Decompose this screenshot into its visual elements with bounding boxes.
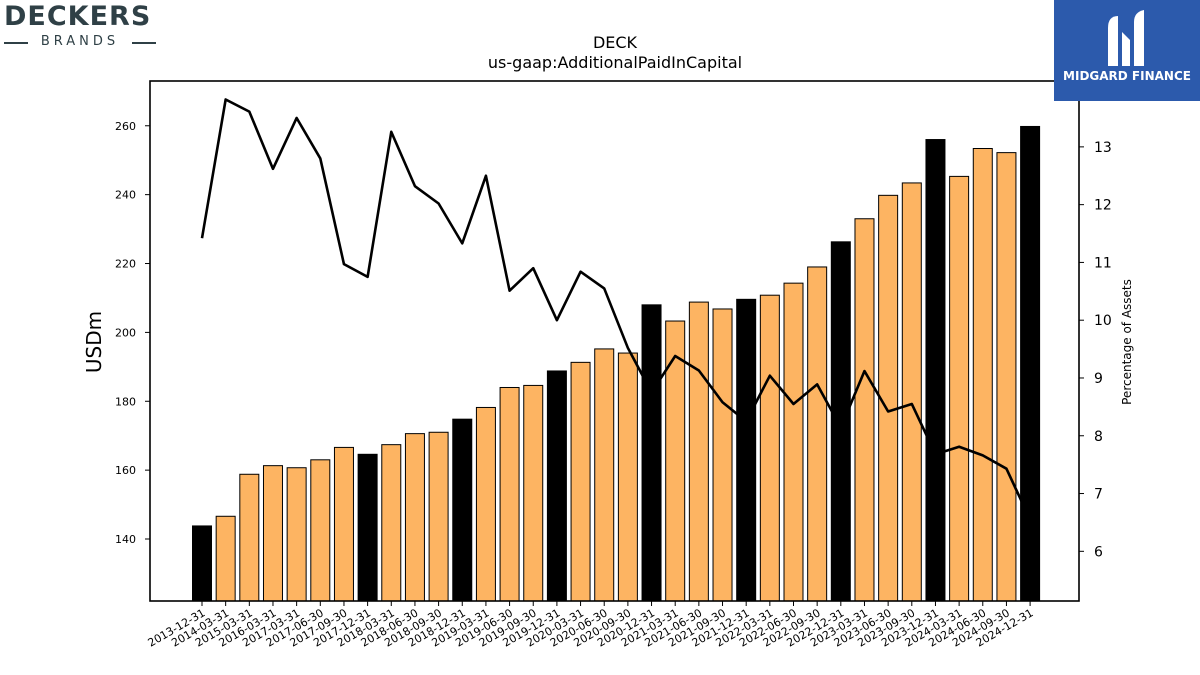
deckers-brands-logo: DECKERS BRANDS — [4, 2, 160, 52]
bar-2014-03-31 — [215, 515, 236, 602]
bar-2018-12-31 — [452, 418, 473, 602]
bar-2017-09-30 — [333, 446, 354, 602]
chart-title: DECK — [593, 33, 638, 52]
bar-2017-03-31 — [286, 467, 307, 602]
bar-2021-03-31 — [665, 320, 686, 602]
bar-2016-03-31 — [262, 465, 283, 602]
percentage-of-assets-line — [200, 98, 1032, 521]
y2-tick-label: 9 — [1094, 371, 1103, 387]
chart-subtitle: us-gaap:AdditionalPaidInCapital — [488, 53, 742, 72]
bar-2021-06-30 — [688, 301, 709, 602]
bar-2022-03-31 — [759, 294, 780, 602]
bar-2018-03-31 — [381, 444, 402, 602]
plot-frame — [149, 80, 1080, 602]
bar-2018-06-30 — [404, 433, 425, 602]
midgard-finance-logo: MIDGARD FINANCE — [1054, 0, 1200, 101]
bar-2019-03-31 — [475, 406, 496, 602]
y2-tick-label: 7 — [1094, 487, 1103, 503]
bar-2023-03-31 — [854, 218, 875, 602]
y2-tick-label: 12 — [1094, 198, 1112, 214]
y-tick-label: 160 — [115, 464, 136, 477]
bar-2017-12-31 — [357, 453, 378, 602]
bar-2023-09-30 — [901, 182, 922, 602]
bar-2019-12-31 — [546, 370, 567, 602]
bar-2020-09-30 — [617, 352, 638, 602]
bar-2020-03-31 — [570, 361, 591, 602]
bar-2021-09-30 — [712, 308, 733, 602]
midgard-mark-icon — [1108, 10, 1144, 66]
bar-2017-06-30 — [310, 459, 331, 602]
y-tick-label: 200 — [115, 326, 136, 339]
bar-2022-09-30 — [807, 266, 828, 602]
y-axis-label: USDm — [82, 311, 106, 373]
bar-2019-09-30 — [523, 384, 544, 602]
y2-tick-label: 13 — [1094, 140, 1112, 156]
y2-tick-label: 10 — [1094, 313, 1112, 329]
y-tick-label: 240 — [115, 189, 136, 202]
bar-2024-09-30 — [996, 152, 1017, 602]
y2-tick-label: 11 — [1094, 255, 1112, 271]
bar-2015-03-31 — [239, 473, 260, 602]
bar-2023-12-31 — [925, 139, 946, 602]
bar-2024-06-30 — [972, 148, 993, 602]
y-tick-label: 220 — [115, 258, 136, 271]
bar-2020-12-31 — [641, 304, 662, 602]
bar-2020-06-30 — [594, 348, 615, 602]
y-tick-label: 260 — [115, 120, 136, 133]
y2-axis-label: Percentage of Assets — [1120, 279, 1134, 405]
bar-2013-12-31 — [192, 525, 212, 602]
bar-2024-12-31 — [1020, 125, 1041, 602]
bar-2018-09-30 — [428, 431, 449, 602]
y2-tick-label: 6 — [1094, 544, 1103, 560]
y2-tick-label: 8 — [1094, 429, 1103, 445]
y-tick-label: 180 — [115, 395, 136, 408]
bar-2022-12-31 — [830, 241, 851, 602]
bar-2022-06-30 — [783, 282, 804, 602]
bar-2021-12-31 — [736, 298, 757, 602]
bar-2024-03-31 — [949, 175, 970, 602]
y-tick-label: 140 — [115, 533, 136, 546]
bar-2019-06-30 — [499, 386, 520, 602]
